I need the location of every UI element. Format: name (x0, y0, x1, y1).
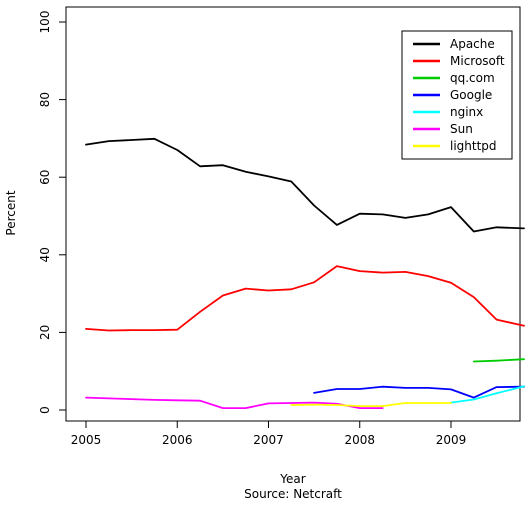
series-line-lighttpd (290, 402, 452, 408)
y-tick-label: 20 (38, 325, 52, 340)
axes-layer: 2005 2006 2007 2008 2009 0 20 40 60 80 100 (38, 6, 521, 447)
y-tick-label: 80 (38, 92, 52, 107)
legend-label-google: Google (450, 88, 492, 102)
y-tick-label: 0 (38, 406, 52, 414)
legend-label-microsoft: Microsoft (450, 54, 505, 68)
y-tick-label: 60 (38, 170, 52, 185)
series-line-sun (85, 396, 384, 410)
series-line-apache (85, 137, 525, 233)
legend-label-qq-com: qq.com (450, 71, 495, 85)
legend-label-apache: Apache (450, 37, 495, 51)
x-tick-label: 2006 (162, 433, 193, 447)
y-axis-title: Percent (4, 190, 18, 235)
y-tick-label: 40 (38, 247, 52, 262)
x-tick-label: 2008 (344, 433, 375, 447)
x-tick-label: 2009 (436, 433, 467, 447)
legend-label-sun: Sun (450, 122, 473, 136)
series-layer (85, 137, 525, 410)
series-line-google (313, 385, 525, 399)
series-line-microsoft (85, 265, 525, 332)
source-caption: Source: Netcraft (244, 487, 342, 501)
series-line-nginx (450, 385, 525, 404)
legend-label-nginx: nginx (450, 105, 483, 119)
x-axis-title: Year (279, 472, 305, 486)
legend-label-lighttpd: lighttpd (450, 139, 497, 153)
y-tick-label: 100 (38, 11, 52, 34)
x-tick-label: 2005 (71, 433, 102, 447)
series-line-qq-com (472, 358, 525, 363)
x-tick-label: 2007 (253, 433, 284, 447)
legend: Apache Microsoft qq.com Google nginx Sun light… (401, 30, 513, 160)
